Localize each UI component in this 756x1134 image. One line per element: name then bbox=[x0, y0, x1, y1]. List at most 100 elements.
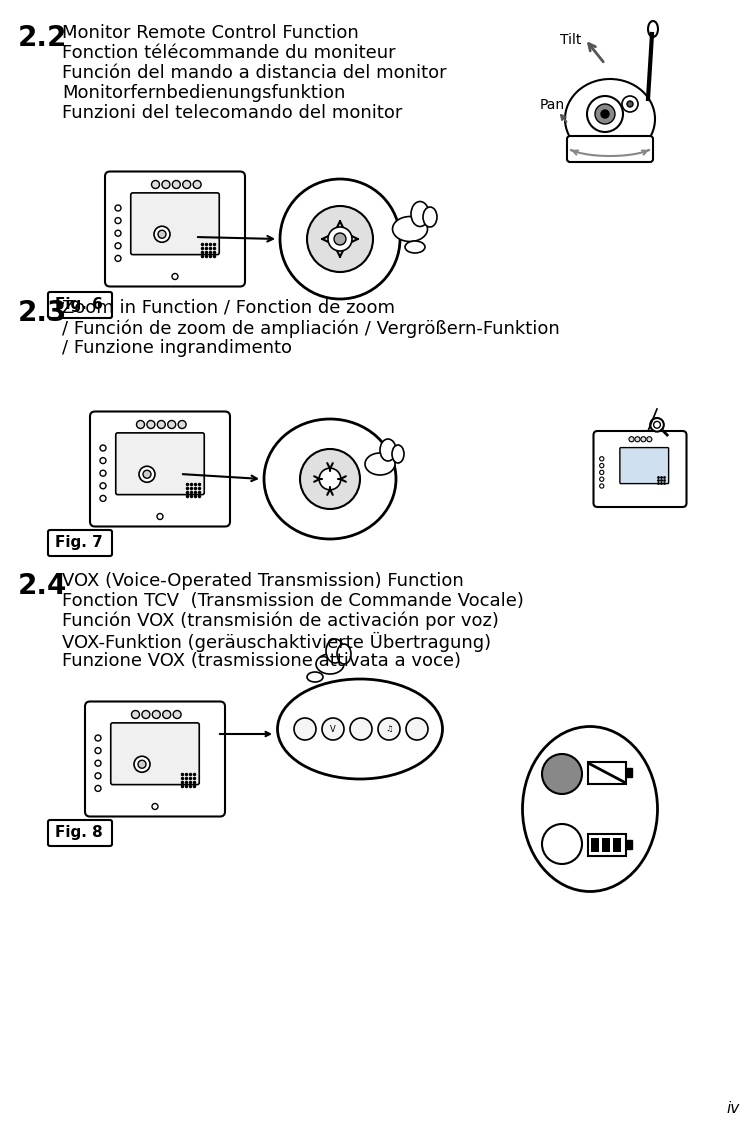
Ellipse shape bbox=[277, 679, 442, 779]
Circle shape bbox=[95, 760, 101, 767]
Text: 2.3: 2.3 bbox=[18, 299, 67, 327]
Text: 2.2: 2.2 bbox=[18, 24, 67, 52]
Text: V: V bbox=[330, 725, 336, 734]
FancyBboxPatch shape bbox=[90, 412, 230, 526]
Circle shape bbox=[100, 458, 106, 464]
Circle shape bbox=[172, 273, 178, 279]
FancyBboxPatch shape bbox=[110, 722, 200, 785]
Bar bbox=[626, 840, 632, 849]
Ellipse shape bbox=[648, 22, 658, 37]
Circle shape bbox=[406, 718, 428, 741]
Circle shape bbox=[95, 747, 101, 754]
Bar bbox=[602, 838, 610, 852]
Circle shape bbox=[138, 760, 146, 768]
Text: iv: iv bbox=[727, 1101, 740, 1116]
Circle shape bbox=[115, 243, 121, 248]
Bar bbox=[591, 838, 599, 852]
Bar bbox=[588, 833, 626, 856]
FancyBboxPatch shape bbox=[593, 431, 686, 507]
Text: Monitorfernbedienungsfunktion: Monitorfernbedienungsfunktion bbox=[62, 84, 345, 102]
Circle shape bbox=[595, 104, 615, 124]
Circle shape bbox=[542, 824, 582, 864]
Circle shape bbox=[647, 437, 652, 442]
Ellipse shape bbox=[423, 208, 437, 227]
Text: ♫: ♫ bbox=[386, 725, 393, 734]
Circle shape bbox=[163, 711, 171, 719]
Circle shape bbox=[378, 718, 400, 741]
Circle shape bbox=[654, 422, 661, 429]
Circle shape bbox=[173, 711, 181, 719]
Circle shape bbox=[319, 468, 341, 490]
Ellipse shape bbox=[392, 445, 404, 463]
Circle shape bbox=[137, 421, 144, 429]
Text: Funzioni del telecomando del monitor: Funzioni del telecomando del monitor bbox=[62, 104, 402, 122]
Text: VOX (Voice-Operated Transmission) Function: VOX (Voice-Operated Transmission) Functi… bbox=[62, 572, 463, 590]
Text: Monitor Remote Control Function: Monitor Remote Control Function bbox=[62, 24, 359, 42]
Circle shape bbox=[115, 218, 121, 223]
Circle shape bbox=[600, 464, 604, 467]
Circle shape bbox=[147, 421, 155, 429]
Circle shape bbox=[134, 756, 150, 772]
Circle shape bbox=[172, 180, 180, 188]
Circle shape bbox=[154, 227, 170, 243]
Circle shape bbox=[280, 179, 400, 299]
Text: Fonction TCV  (Transmission de Commande Vocale): Fonction TCV (Transmission de Commande V… bbox=[62, 592, 524, 610]
Text: Fig. 7: Fig. 7 bbox=[55, 534, 103, 550]
Circle shape bbox=[142, 711, 150, 719]
Circle shape bbox=[622, 96, 638, 112]
Circle shape bbox=[627, 101, 633, 107]
Circle shape bbox=[95, 735, 101, 741]
Circle shape bbox=[152, 804, 158, 810]
Circle shape bbox=[158, 230, 166, 238]
Circle shape bbox=[168, 421, 175, 429]
Ellipse shape bbox=[405, 242, 425, 253]
Ellipse shape bbox=[392, 217, 427, 242]
FancyBboxPatch shape bbox=[116, 433, 204, 494]
Circle shape bbox=[95, 786, 101, 792]
Circle shape bbox=[100, 496, 106, 501]
Circle shape bbox=[95, 772, 101, 779]
FancyBboxPatch shape bbox=[48, 291, 112, 318]
Circle shape bbox=[307, 206, 373, 272]
Ellipse shape bbox=[326, 638, 344, 663]
Circle shape bbox=[183, 180, 191, 188]
Ellipse shape bbox=[337, 644, 351, 665]
Text: Fonction télécommande du moniteur: Fonction télécommande du moniteur bbox=[62, 44, 395, 62]
Circle shape bbox=[132, 711, 140, 719]
Text: / Función de zoom de ampliación / Vergrößern-Funktion: / Función de zoom de ampliación / Vergrö… bbox=[62, 319, 559, 338]
Bar bbox=[626, 768, 632, 777]
Text: Función VOX (transmisión de activación por voz): Función VOX (transmisión de activación p… bbox=[62, 612, 499, 631]
Text: / Funzione ingrandimento: / Funzione ingrandimento bbox=[62, 339, 292, 357]
Ellipse shape bbox=[307, 672, 323, 682]
Circle shape bbox=[178, 421, 186, 429]
FancyBboxPatch shape bbox=[48, 820, 112, 846]
Circle shape bbox=[322, 718, 344, 741]
Circle shape bbox=[100, 483, 106, 489]
Circle shape bbox=[641, 437, 646, 442]
FancyBboxPatch shape bbox=[567, 136, 653, 162]
Circle shape bbox=[650, 418, 664, 432]
Ellipse shape bbox=[264, 418, 396, 539]
Circle shape bbox=[152, 711, 160, 719]
Text: Fig. 8: Fig. 8 bbox=[55, 824, 103, 839]
Circle shape bbox=[600, 477, 604, 481]
Circle shape bbox=[542, 754, 582, 794]
Circle shape bbox=[151, 180, 160, 188]
FancyBboxPatch shape bbox=[48, 530, 112, 556]
Circle shape bbox=[629, 437, 634, 442]
Circle shape bbox=[193, 180, 201, 188]
Ellipse shape bbox=[522, 727, 658, 891]
Circle shape bbox=[115, 205, 121, 211]
Bar bbox=[613, 838, 621, 852]
Circle shape bbox=[162, 180, 170, 188]
Circle shape bbox=[115, 255, 121, 262]
Ellipse shape bbox=[365, 452, 395, 475]
Bar bbox=[588, 762, 626, 784]
FancyBboxPatch shape bbox=[620, 448, 668, 483]
Circle shape bbox=[328, 227, 352, 251]
Text: Funzione VOX (trasmissione attivata a voce): Funzione VOX (trasmissione attivata a vo… bbox=[62, 652, 461, 670]
FancyBboxPatch shape bbox=[85, 702, 225, 816]
Circle shape bbox=[601, 110, 609, 118]
Circle shape bbox=[100, 445, 106, 451]
Ellipse shape bbox=[380, 439, 396, 462]
